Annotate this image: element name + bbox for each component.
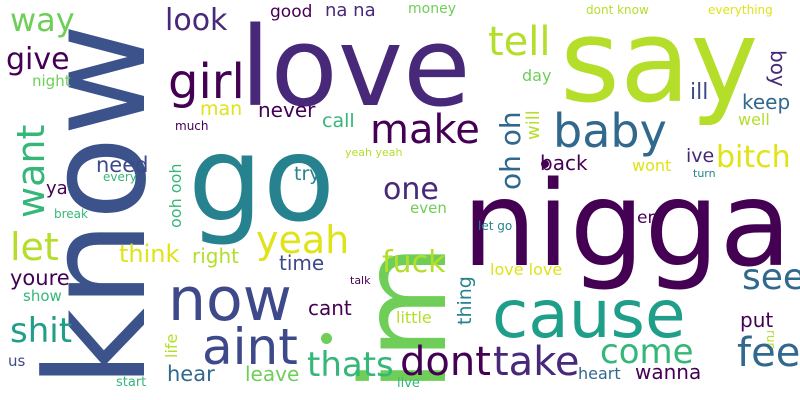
- word-man: man: [200, 98, 243, 120]
- word-thats: thats: [307, 345, 394, 385]
- word-give: give: [6, 42, 70, 77]
- word-come: come: [600, 332, 694, 372]
- word-live: live: [397, 376, 420, 391]
- word-aint: aint: [202, 318, 298, 376]
- word-time: time: [279, 251, 325, 275]
- word-put: put: [740, 308, 774, 332]
- word-cant: cant: [308, 296, 352, 320]
- word-take: take: [493, 339, 580, 385]
- dot-mark: [321, 333, 332, 344]
- word-turn: turn: [693, 167, 716, 180]
- word-ive: ive: [686, 145, 715, 167]
- word-yeah: yeah: [256, 218, 350, 262]
- word-cause: cause: [492, 276, 686, 353]
- word-love: love: [240, 3, 471, 131]
- word-nigga: nigga: [462, 155, 792, 293]
- word-look: look: [165, 3, 228, 38]
- word-well: well: [738, 110, 770, 129]
- word-talk: talk: [350, 274, 371, 287]
- word-bitch: bitch: [716, 140, 791, 175]
- word-leave: leave: [245, 362, 300, 386]
- word-youre: youre: [10, 266, 70, 290]
- word-say: say: [560, 0, 759, 129]
- word-us: us: [8, 352, 26, 370]
- word-thing: thing: [454, 276, 476, 325]
- word-yeah-yeah: yeah yeah: [345, 146, 403, 159]
- word-ooh-ooh: ooh ooh: [166, 163, 185, 228]
- word-need: need: [96, 153, 149, 177]
- word-back: back: [540, 151, 588, 175]
- word-even: even: [410, 199, 447, 217]
- word-life: life: [162, 333, 181, 358]
- word-wont: wont: [632, 156, 672, 175]
- word-one: one: [383, 172, 439, 207]
- word-make: make: [370, 107, 480, 153]
- word-now: now: [168, 265, 292, 335]
- word-want: want: [9, 124, 53, 218]
- word-oh-oh: oh oh: [494, 111, 527, 190]
- word-good: good: [270, 2, 313, 22]
- word-show: show: [23, 287, 62, 305]
- word-money: money: [408, 1, 456, 17]
- word-baby: baby: [553, 104, 667, 158]
- word-much: much: [175, 119, 209, 133]
- word-dont-know: dont know: [586, 3, 649, 17]
- word-shit: shit: [10, 311, 73, 351]
- word-heart: heart: [578, 364, 621, 383]
- word-never: never: [258, 98, 316, 122]
- word-break: break: [54, 207, 88, 221]
- word-start: start: [116, 375, 147, 390]
- word-everything: everything: [708, 3, 773, 17]
- word-na-na: na na: [325, 0, 376, 21]
- word-let-go: let go: [478, 219, 513, 233]
- word-boy: boy: [766, 50, 790, 87]
- word-wanna: wanna: [635, 360, 702, 384]
- word-hear: hear: [167, 362, 215, 386]
- word-see: see: [742, 257, 800, 298]
- word-let: let: [10, 225, 59, 269]
- word-love-love: love love: [490, 260, 563, 279]
- word-ill: ill: [690, 80, 709, 105]
- word-ya: ya: [46, 178, 68, 199]
- word-tell: tell: [488, 19, 551, 65]
- word-keep: keep: [742, 90, 791, 114]
- word-little: little: [396, 308, 432, 327]
- word-call: call: [322, 110, 355, 132]
- word-go: go: [188, 110, 336, 248]
- word-try: try: [294, 163, 321, 185]
- word-dont: dont: [400, 339, 491, 385]
- dot-mark: [541, 160, 549, 168]
- word-way: way: [10, 1, 75, 39]
- word-day: day: [522, 66, 552, 85]
- word-fuck: fuck: [382, 245, 446, 280]
- word-night: night: [32, 72, 71, 90]
- word-will: will: [523, 110, 544, 140]
- word-feel: feel: [737, 330, 800, 376]
- word-girl: girl: [168, 54, 245, 110]
- word-right: right: [192, 244, 239, 268]
- word-think: think: [119, 240, 180, 268]
- word-em: em: [637, 208, 665, 228]
- word-every: every: [103, 170, 137, 184]
